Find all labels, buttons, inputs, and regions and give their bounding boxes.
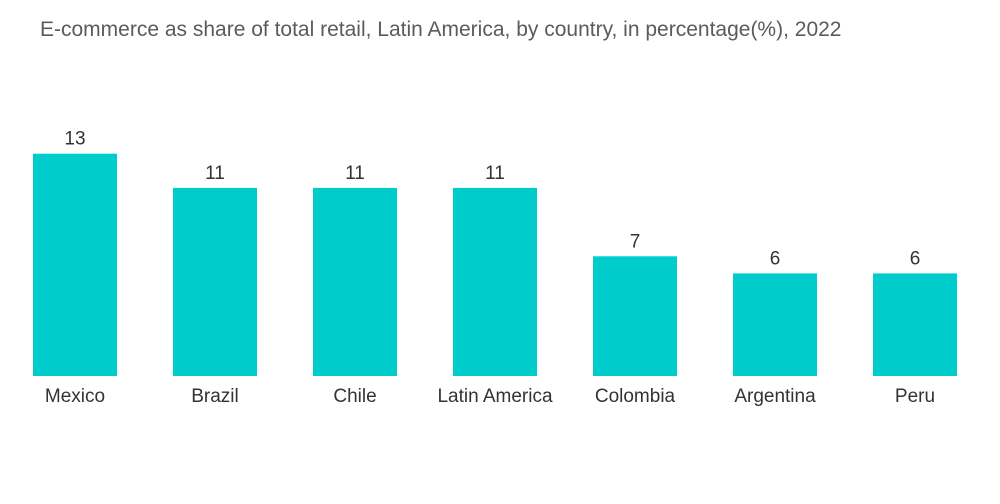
value-label-mexico: 13 — [64, 129, 85, 150]
value-label-chile: 11 — [345, 163, 365, 184]
bar-latin-america — [453, 187, 537, 376]
category-label-chile: Chile — [333, 386, 376, 407]
bar-brazil — [173, 187, 257, 376]
chart-title: E-commerce as share of total retail, Lat… — [40, 18, 842, 41]
value-labels-group: 13 11 11 11 7 6 6 — [64, 129, 920, 270]
bars-group — [33, 153, 957, 376]
value-label-peru: 6 — [910, 248, 921, 269]
category-label-peru: Peru — [895, 386, 935, 407]
category-label-latin-america: Latin America — [437, 386, 553, 407]
bar-peru — [873, 273, 957, 376]
value-label-colombia: 7 — [630, 231, 641, 252]
bar-mexico — [33, 153, 117, 376]
category-label-mexico: Mexico — [45, 386, 105, 407]
value-label-brazil: 11 — [205, 163, 225, 184]
category-label-colombia: Colombia — [595, 386, 676, 407]
bar-chile — [313, 187, 397, 376]
bar-colombia — [593, 256, 677, 376]
value-label-argentina: 6 — [770, 248, 781, 269]
bar-argentina — [733, 273, 817, 376]
category-label-argentina: Argentina — [734, 386, 816, 407]
value-label-latin-america: 11 — [485, 163, 505, 184]
category-labels-group: Mexico Brazil Chile Latin America Colombia Ar… — [45, 386, 935, 407]
category-label-brazil: Brazil — [191, 386, 239, 407]
